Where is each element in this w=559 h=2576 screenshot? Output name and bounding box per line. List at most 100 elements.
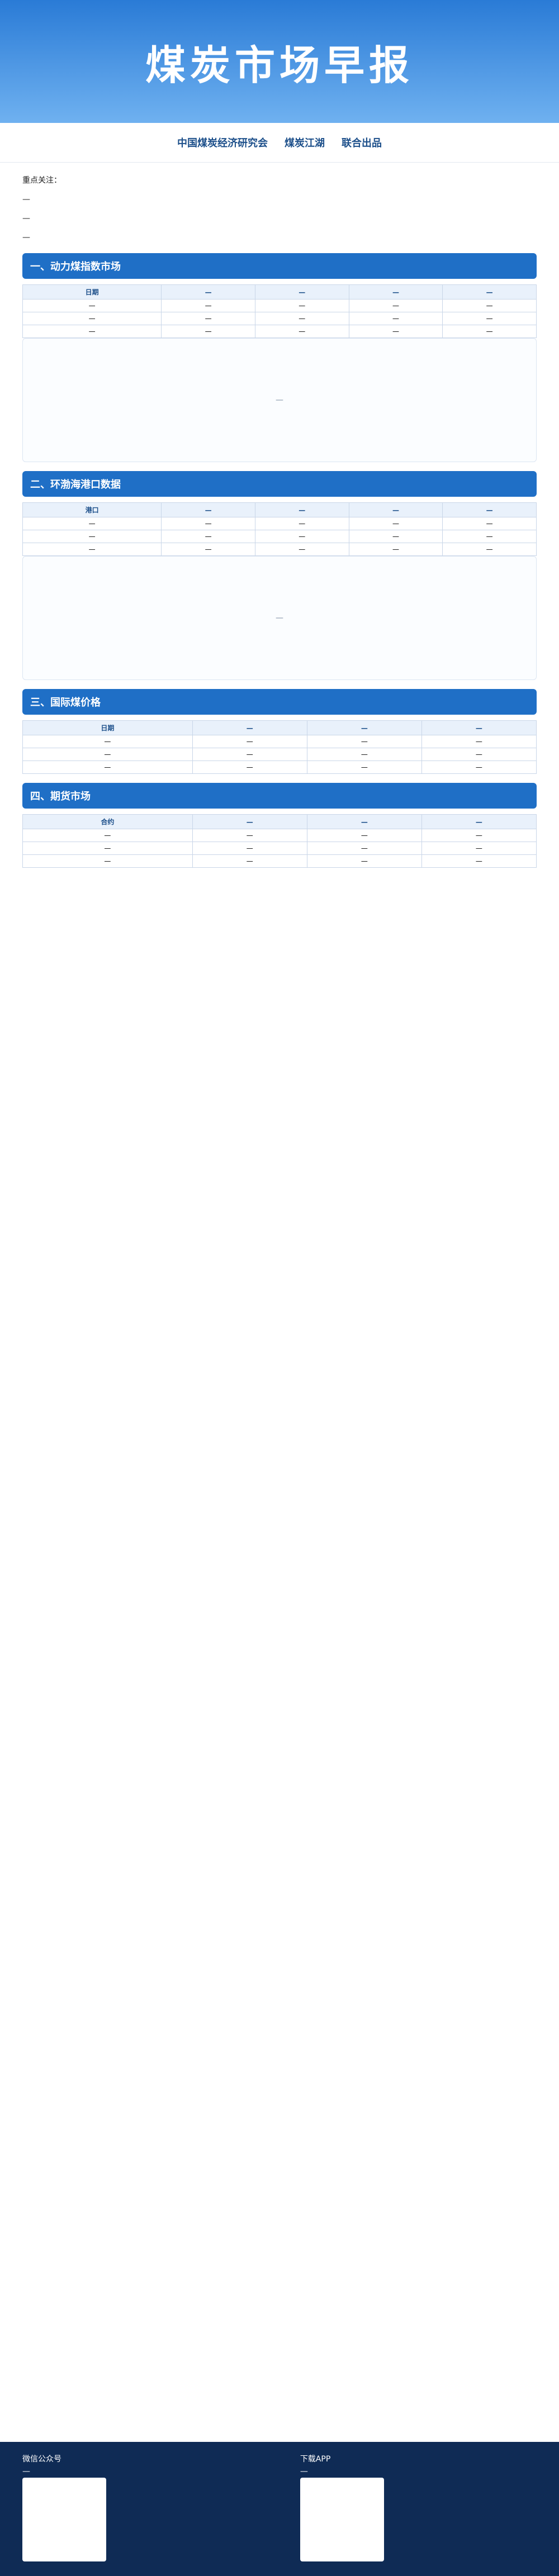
footer-right-title: 下载APP xyxy=(300,2455,331,2464)
section-3-cell: — xyxy=(22,761,193,774)
section-1-cell: — xyxy=(348,299,443,312)
org-right-suffix: 联合出品 xyxy=(342,137,382,149)
section-1-table: 日期 — — — — — — — — — xyxy=(22,284,537,338)
section-2-header-2: — xyxy=(161,502,255,517)
summary-paragraph-1: — xyxy=(22,195,30,204)
footer-left-title: 微信公众号 xyxy=(22,2455,61,2464)
section-2-title: 二、环渤海港口数据 xyxy=(22,471,537,497)
org-left: 中国煤炭经济研究会 xyxy=(177,137,268,149)
section-4-cell: — xyxy=(22,842,193,855)
section-1-row: — — — — — xyxy=(22,325,537,338)
section-4-header-1: 合约 xyxy=(22,814,193,829)
section-2-cell: — xyxy=(254,543,349,556)
section-2-cell: — xyxy=(348,543,443,556)
section-3-cell: — xyxy=(192,735,307,748)
section-2-row: — — — — — xyxy=(22,543,537,556)
section-3-header-1: 日期 xyxy=(22,720,193,735)
section-4-header-3: — xyxy=(306,814,422,829)
section-2-cell: — xyxy=(22,543,162,556)
section-2-cell: — xyxy=(254,530,349,543)
section-3-header-2: — xyxy=(192,720,307,735)
section-4-title: 四、期货市场 xyxy=(22,783,537,809)
section-3: 三、国际煤价格 日期 — — — — — — — xyxy=(22,689,537,774)
section-2-header-4: — xyxy=(348,502,443,517)
section-3-cell: — xyxy=(22,735,193,748)
section-1-cell: — xyxy=(442,325,537,338)
section-3-header-4: — xyxy=(421,720,537,735)
section-1-cell: — xyxy=(161,325,255,338)
section-1-cell: — xyxy=(22,299,162,312)
qr-icon xyxy=(22,2478,106,2561)
org-row: 中国煤炭经济研究会 煤炭江湖 联合出品 xyxy=(0,123,559,163)
section-2-cell: — xyxy=(161,517,255,530)
section-4-row: — — — — xyxy=(22,854,537,868)
section-1-row: — — — — — xyxy=(22,299,537,312)
content: 重点关注： — — — 一、动力煤指数市场 日期 — — — — — xyxy=(0,163,559,879)
section-2-cell: — xyxy=(348,530,443,543)
section-4-cell: — xyxy=(306,829,422,842)
section-4-cell: — xyxy=(22,829,193,842)
section-1-header-5: — xyxy=(442,284,537,300)
section-3-cell: — xyxy=(306,735,422,748)
footer-left-text: — xyxy=(22,2467,30,2476)
section-1-cell: — xyxy=(348,312,443,325)
section-3-cell: — xyxy=(306,748,422,761)
footer: 微信公众号 — 下载APP — xyxy=(0,2442,559,2576)
section-2-cell: — xyxy=(348,517,443,530)
section-2-header-3: — xyxy=(254,502,349,517)
section-1-header-4: — xyxy=(348,284,443,300)
section-4-cell: — xyxy=(192,829,307,842)
section-1-cell: — xyxy=(442,312,537,325)
qr-icon xyxy=(300,2478,384,2561)
section-1-cell: — xyxy=(442,299,537,312)
footer-right-text: — xyxy=(300,2467,308,2476)
section-3-cell: — xyxy=(192,748,307,761)
section-1-row: — — — — — xyxy=(22,312,537,325)
banner: 煤炭市场早报 xyxy=(0,0,559,123)
section-1-cell: — xyxy=(161,312,255,325)
section-1-header-3: — xyxy=(254,284,349,300)
section-4-cell: — xyxy=(421,842,537,855)
section-2-cell: — xyxy=(442,517,537,530)
section-2-cell: — xyxy=(254,517,349,530)
section-3-cell: — xyxy=(192,761,307,774)
section-2-header-1: 港口 xyxy=(22,502,162,517)
org-right: 煤炭江湖 xyxy=(285,137,325,149)
section-2-cell: — xyxy=(22,517,162,530)
summary-heading: 重点关注： xyxy=(22,176,61,185)
section-4-cell: — xyxy=(306,842,422,855)
section-1-header-2: — xyxy=(161,284,255,300)
section-2: 二、环渤海港口数据 港口 — — — — — — — xyxy=(22,471,537,680)
section-3-row: — — — — xyxy=(22,748,537,761)
section-1-cell: — xyxy=(161,299,255,312)
footer-row: 微信公众号 — 下载APP — xyxy=(22,2453,537,2561)
section-3-cell: — xyxy=(306,761,422,774)
summary-paragraph-3: — xyxy=(22,233,30,242)
section-4-cell: — xyxy=(192,842,307,855)
section-1: 一、动力煤指数市场 日期 — — — — — — — xyxy=(22,253,537,462)
section-1-cell: — xyxy=(254,325,349,338)
section-3-table: 日期 — — — — — — — — — xyxy=(22,720,537,774)
section-3-cell: — xyxy=(421,735,537,748)
section-2-row: — — — — — xyxy=(22,517,537,530)
section-2-header-5: — xyxy=(442,502,537,517)
section-1-cell: — xyxy=(22,325,162,338)
section-4-cell: — xyxy=(22,854,193,868)
section-2-chart: — xyxy=(22,556,537,680)
section-1-header-1: 日期 xyxy=(22,284,162,300)
banner-title: 煤炭市场早报 xyxy=(145,41,414,89)
section-4-header-4: — xyxy=(421,814,537,829)
section-2-cell: — xyxy=(161,543,255,556)
section-2-cell: — xyxy=(442,543,537,556)
section-4-cell: — xyxy=(192,854,307,868)
section-1-title: 一、动力煤指数市场 xyxy=(22,253,537,279)
section-1-cell: — xyxy=(348,325,443,338)
footer-right: 下载APP — xyxy=(300,2453,537,2561)
section-1-cell: — xyxy=(254,299,349,312)
section-1-chart: — xyxy=(22,338,537,462)
section-4-cell: — xyxy=(421,829,537,842)
section-2-row: — — — — — xyxy=(22,530,537,543)
section-4-row: — — — — xyxy=(22,842,537,855)
section-1-cell: — xyxy=(22,312,162,325)
section-3-cell: — xyxy=(421,748,537,761)
